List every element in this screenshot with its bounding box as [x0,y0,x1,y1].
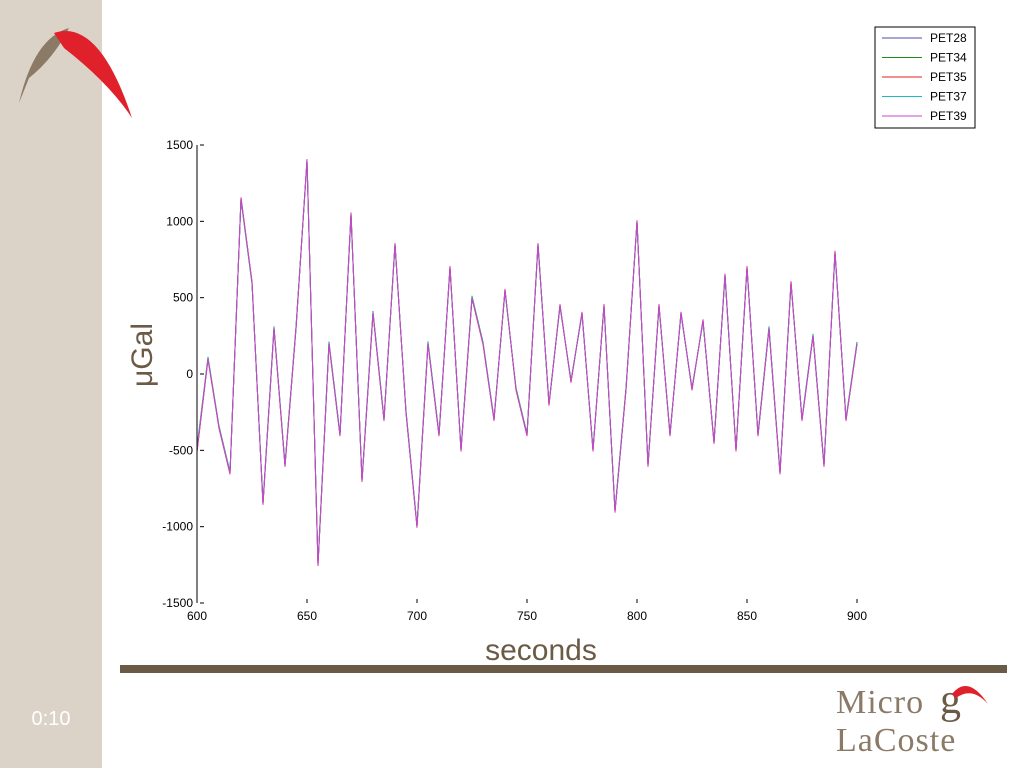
legend-label: PET35 [930,70,967,84]
series-line-pet35 [196,159,858,567]
legend-label: PET37 [930,90,967,104]
slide-sidebar: 0:10 [0,0,132,768]
y-tick-label: -500 [169,443,193,457]
x-axis-label: seconds [485,634,597,665]
brand-swoosh-icon [952,686,988,704]
x-tick-label: 650 [297,609,317,623]
y-tick-label: 500 [173,291,193,305]
plot-area [196,159,858,567]
legend-label: PET28 [930,31,967,45]
series-line-pet37 [196,160,858,565]
brand-name-lacoste: LaCoste [836,722,957,759]
y-tick-label: 1000 [166,214,193,228]
legend-label: PET34 [930,51,967,65]
series-line-pet28 [196,159,858,566]
series-line-pet34 [196,161,858,564]
legend: PET28 PET34 PET35 PET37 PET39 [874,26,976,129]
y-tick-label: -1500 [162,596,193,610]
y-tick-label: 0 [186,367,193,381]
chart: -1500 -1000 -500 0 500 1000 1500 600 650 700 750 8… [126,26,976,665]
red-arc-logo [19,28,132,118]
legend-label: PET39 [930,109,967,123]
x-tick-label: 600 [187,609,207,623]
brand-logo: Micro g LaCoste [830,672,1020,764]
y-tick-label: -1000 [162,520,193,534]
x-axis: 600 650 700 750 800 850 900 [187,599,867,623]
x-tick-label: 750 [517,609,537,623]
slide-timer: 0:10 [31,708,71,730]
x-tick-label: 850 [737,609,757,623]
x-tick-label: 700 [407,609,427,623]
x-tick-label: 800 [627,609,647,623]
y-axis: -1500 -1000 -500 0 500 1000 1500 [162,138,204,610]
brand-name-micro: Micro [836,684,925,721]
footer-divider [120,665,1007,673]
y-axis-label: μGal [126,323,159,387]
brand-g-mark: g [940,677,961,723]
x-tick-label: 900 [847,609,867,623]
series-line-pet39 [196,159,858,566]
y-tick-label: 1500 [166,138,193,152]
